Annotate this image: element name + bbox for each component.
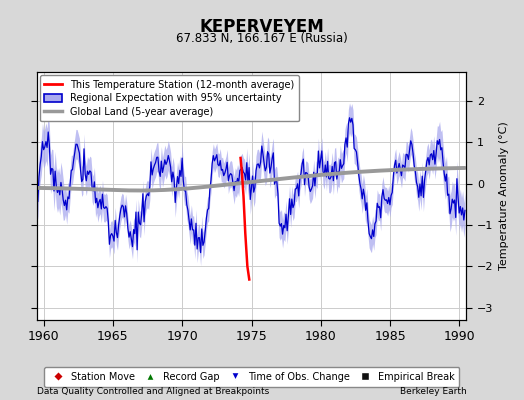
Text: Data Quality Controlled and Aligned at Breakpoints: Data Quality Controlled and Aligned at B…: [37, 387, 269, 396]
Legend: Station Move, Record Gap, Time of Obs. Change, Empirical Break: Station Move, Record Gap, Time of Obs. C…: [43, 367, 460, 387]
Text: 67.833 N, 166.167 E (Russia): 67.833 N, 166.167 E (Russia): [176, 32, 348, 45]
Text: KEPERVEYEM: KEPERVEYEM: [200, 18, 324, 36]
Text: Berkeley Earth: Berkeley Earth: [400, 387, 466, 396]
Y-axis label: Temperature Anomaly (°C): Temperature Anomaly (°C): [499, 122, 509, 270]
